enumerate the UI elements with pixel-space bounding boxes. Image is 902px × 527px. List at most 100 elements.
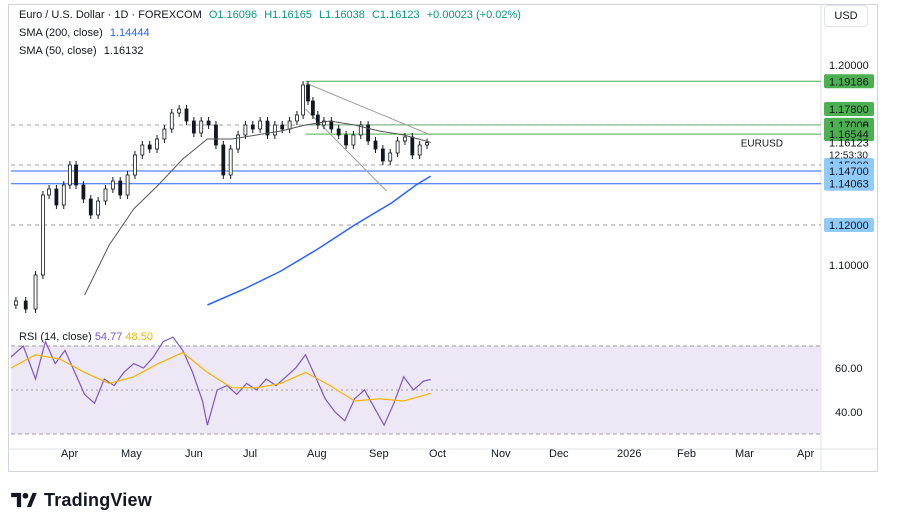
candle-body — [250, 124, 255, 130]
candle-body — [228, 148, 233, 176]
price-label-box — [824, 102, 874, 116]
price-label-box — [824, 218, 874, 232]
candle-body — [14, 300, 18, 306]
rsi-label: RSI (14, close) — [19, 331, 92, 343]
time-tick-label: Feb — [677, 448, 696, 460]
candle-body — [33, 274, 38, 310]
candle-body — [147, 144, 152, 150]
candle-body — [47, 188, 51, 196]
time-tick-label: Oct — [429, 448, 446, 460]
symbol-tag: EURUSD — [741, 139, 783, 150]
candle-body — [417, 144, 422, 156]
brand-name: TradingView — [44, 489, 152, 510]
candle-body — [41, 194, 45, 276]
candle-body — [311, 100, 315, 116]
candle-body — [88, 198, 93, 216]
time-tick-label: Jun — [185, 448, 203, 460]
tradingview-logo[interactable]: TradingView — [10, 488, 152, 512]
candle-body — [373, 140, 378, 150]
price-label-box — [824, 74, 874, 89]
chart-canvas[interactable]: 1.200001.100001.191861.178001.170081.170… — [9, 5, 877, 471]
ohlc-legend: Euro / U.S. Dollar · 1D · FOREXCOM O1.16… — [19, 9, 525, 21]
candle-body — [96, 200, 101, 216]
price-label: 1.16544 — [829, 129, 869, 141]
time-tick-label: Sep — [369, 448, 389, 460]
candle-body — [118, 180, 123, 196]
time-tick-label: Jul — [243, 448, 257, 460]
candle-body — [329, 120, 334, 130]
candle-body — [103, 188, 108, 202]
sma50-line — [84, 120, 431, 296]
candle-body — [23, 300, 28, 310]
price-label-box — [824, 127, 874, 142]
candle-body — [322, 120, 326, 126]
sma200-legend[interactable]: SMA (200, close) 1.14444 — [19, 27, 154, 39]
candle-body — [133, 154, 137, 176]
currency-button[interactable]: USD — [824, 5, 868, 27]
price-label-box — [824, 164, 874, 178]
countdown-label: 12:53:30 — [829, 151, 868, 162]
time-tick-label: Dec — [549, 448, 569, 460]
time-tick-label: Apr — [797, 448, 814, 460]
price-label: 1.14700 — [829, 166, 869, 178]
price-label: 1.16123 — [829, 138, 869, 150]
candle-body — [169, 112, 174, 130]
rsi-line — [10, 336, 431, 427]
price-label: 1.17800 — [829, 104, 869, 116]
candle-body — [125, 174, 130, 196]
candle-body — [258, 120, 263, 130]
close-value: C1.16123 — [371, 9, 420, 21]
candle-body — [388, 152, 393, 162]
price-label: 1.12000 — [829, 220, 869, 232]
candle-body — [162, 128, 167, 140]
channel-upper-line — [305, 82, 431, 136]
price-label-box — [824, 176, 874, 191]
candle-body — [358, 124, 363, 136]
candle-body — [68, 164, 72, 186]
candle-body — [344, 134, 348, 146]
rsi-tick-label: 40.00 — [835, 407, 863, 419]
candle-body — [214, 124, 218, 146]
sma50-legend[interactable]: SMA (50, close) 1.16132 — [19, 45, 147, 57]
high-value: H1.16165 — [264, 9, 312, 21]
change-value: +0.00023 (+0.02%) — [426, 9, 521, 21]
candle-body — [74, 164, 78, 186]
candle-body — [425, 142, 429, 146]
open-value: O1.16096 — [208, 9, 258, 21]
candle-body — [140, 144, 145, 156]
sma200-label: SMA (200, close) — [19, 27, 103, 39]
candle-body — [366, 124, 371, 142]
candle-body — [236, 134, 240, 150]
candle-body — [177, 108, 182, 114]
candle-body — [221, 144, 226, 176]
candle-body — [336, 128, 341, 136]
rsi-legend[interactable]: RSI (14, close) 54.77 48.50 — [19, 331, 153, 343]
candle-body — [110, 180, 115, 190]
rsi-tick-label: 60.00 — [835, 363, 863, 375]
time-tick-label: Mar — [735, 448, 754, 460]
candle-body — [184, 108, 189, 122]
candle-body — [395, 140, 400, 154]
rsi-ma-value: 48.50 — [125, 331, 153, 343]
candle-body — [54, 188, 59, 206]
chart-frame[interactable]: 1.20000 1.10000 1.19186 1.17800 1.17008 1.170… — [8, 4, 878, 472]
sma200-value: 1.14444 — [109, 27, 150, 39]
candle-body — [301, 84, 305, 116]
low-value: L1.16038 — [319, 9, 365, 21]
candle-body — [295, 114, 299, 122]
instrument-title: Euro / U.S. Dollar · 1D · FOREXCOM — [19, 9, 202, 21]
time-tick-label: May — [121, 448, 142, 460]
candle-body — [380, 148, 385, 162]
time-tick-label: Apr — [61, 448, 78, 460]
sma50-label: SMA (50, close) — [19, 45, 97, 57]
time-tick-label: Aug — [307, 448, 327, 460]
rsi-ma-line — [10, 351, 431, 402]
candle-body — [61, 184, 66, 206]
candle-body — [191, 120, 196, 134]
candle-body — [155, 138, 159, 150]
candle-body — [280, 124, 285, 130]
candle-body — [315, 114, 320, 126]
candle-body — [272, 124, 277, 136]
time-tick-label: 2026 — [617, 448, 641, 460]
time-tick-label: Nov — [491, 448, 511, 460]
